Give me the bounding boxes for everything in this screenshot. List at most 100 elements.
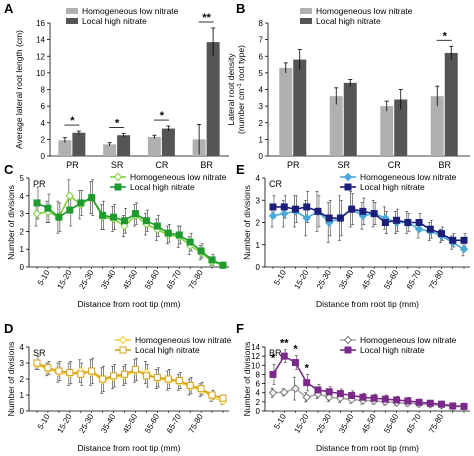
- data-point-E: [460, 236, 468, 244]
- x-tick-label: BR: [200, 160, 213, 170]
- y-tick-label: 5: [20, 174, 25, 183]
- x-tick-label: 35-40: [99, 412, 117, 435]
- y-tick-label: 1: [20, 391, 25, 400]
- y-tick-label: 3: [256, 196, 261, 205]
- y-tick-label: 12: [251, 352, 260, 361]
- legend-swatch-B: [300, 8, 312, 14]
- x-tick-label: 55-60: [143, 412, 161, 435]
- y-tick-label: 2: [256, 219, 261, 228]
- data-point-E: [426, 225, 434, 233]
- y-tick-label: 1: [20, 245, 25, 254]
- data-point-C: [197, 247, 205, 255]
- data-point-F: [291, 359, 299, 367]
- y-tick-label: 1: [256, 241, 261, 250]
- data-point-F: [336, 390, 344, 398]
- x-tick-label: 45-50: [121, 268, 139, 291]
- y-tick-label: 5: [259, 69, 264, 78]
- x-tick-label: 75-80: [427, 412, 445, 435]
- panel-letter-D: D: [4, 321, 13, 336]
- data-point-E: [302, 213, 311, 223]
- x-tick-label: 45-50: [360, 412, 378, 435]
- legend-marker-F: [343, 335, 353, 345]
- data-point-E: [404, 219, 412, 226]
- y-tick-label: 10: [36, 69, 45, 78]
- data-point-E: [314, 207, 322, 215]
- data-point-C: [110, 213, 118, 221]
- y-tick-label: 3: [259, 102, 264, 111]
- data-point-D: [44, 364, 52, 372]
- data-point-C: [99, 211, 107, 219]
- data-point-C: [175, 231, 183, 239]
- y-tick-label: 3: [20, 359, 25, 368]
- y-tick-label: 4: [20, 343, 25, 352]
- series-line-D: [36, 362, 224, 399]
- panel-letter-A: A: [4, 1, 14, 16]
- y-tick-label: 2: [41, 135, 46, 144]
- data-point-F: [404, 397, 412, 405]
- data-point-C: [186, 238, 194, 246]
- data-point-C: [164, 229, 172, 237]
- x-tick-label: 15-20: [56, 412, 74, 435]
- legend-label-B: Local high nitrate: [316, 16, 381, 26]
- y-axis-label-E: Number of divisions: [242, 185, 252, 260]
- legend-label-D: Local high nitrate: [135, 345, 200, 355]
- data-point-C: [88, 194, 96, 202]
- legend-label-C: Local high nitrate: [130, 182, 195, 192]
- data-point-D: [110, 372, 118, 380]
- data-point-F: [303, 379, 311, 387]
- y-tick-label: 14: [36, 36, 45, 45]
- y-tick-label: 8: [259, 19, 264, 28]
- legend-marker-D: [119, 346, 127, 354]
- data-point-E: [325, 214, 333, 222]
- x-tick-label: BR: [438, 160, 451, 170]
- y-tick-label: 0: [259, 152, 264, 161]
- data-point-F: [280, 352, 288, 360]
- series-line-E: [272, 208, 465, 250]
- y-tick-label: 2: [256, 398, 261, 407]
- bar-B: [293, 59, 307, 157]
- data-point-E: [449, 236, 457, 244]
- panel-tag-D: SR: [33, 348, 46, 358]
- data-point-F: [460, 402, 468, 410]
- data-point-D: [55, 367, 63, 375]
- data-point-D: [153, 373, 161, 381]
- x-tick-label: 25-30: [77, 268, 95, 291]
- data-point-C: [121, 217, 129, 225]
- data-point-D: [66, 369, 74, 377]
- data-point-D: [197, 385, 205, 393]
- y-tick-label: 0: [20, 407, 25, 416]
- y-axis-label-F: Number of divisions: [242, 342, 252, 417]
- data-point-D: [88, 367, 96, 375]
- panel-tag-F: BR: [269, 348, 282, 358]
- x-tick-label: 65-70: [405, 268, 423, 291]
- bar-A: [117, 135, 131, 156]
- y-axis-label-B-line2: (number cm-1 root type): [236, 45, 246, 134]
- data-point-D: [142, 372, 150, 380]
- data-point-E: [414, 224, 424, 234]
- legend-marker-F: [344, 346, 352, 354]
- data-point-E: [415, 219, 423, 226]
- data-point-F: [449, 402, 457, 410]
- x-axis-label-C: Distance from root tip (mm): [78, 299, 181, 309]
- bar-A: [58, 140, 72, 156]
- bar-B: [444, 52, 458, 156]
- legend-marker-C: [113, 172, 123, 182]
- y-tick-label: 0: [256, 263, 261, 272]
- y-tick-label: 0: [256, 407, 261, 416]
- panel-letter-F: F: [236, 321, 244, 336]
- significance-star: **: [202, 12, 211, 24]
- y-tick-label: 2: [259, 119, 264, 128]
- data-point-C: [33, 199, 41, 207]
- legend-label-A: Homogeneous low nitrate: [82, 6, 179, 16]
- data-point-C: [65, 191, 75, 201]
- x-tick-label: 25-30: [77, 412, 95, 435]
- data-point-D: [131, 365, 139, 373]
- data-point-D: [186, 381, 194, 389]
- data-point-C: [131, 210, 139, 218]
- panel-letter-E: E: [236, 162, 245, 177]
- bar-B: [430, 96, 444, 156]
- data-point-E: [336, 214, 344, 222]
- significance-star: *: [305, 362, 310, 374]
- bar-B: [343, 82, 357, 156]
- data-point-D: [121, 370, 129, 378]
